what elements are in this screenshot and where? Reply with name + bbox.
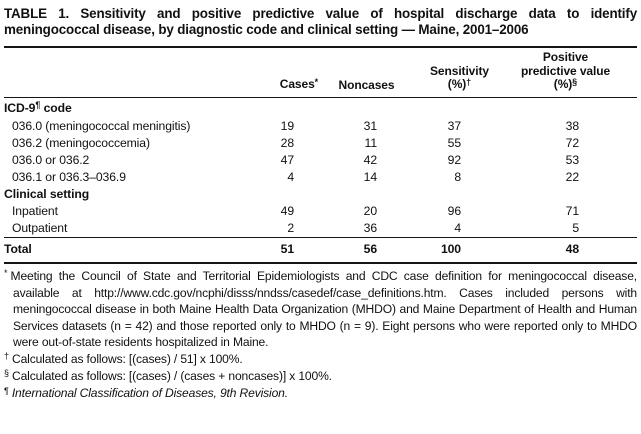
ppv-value: 38 (565, 118, 579, 133)
column-header-sensitivity: Sensitivity (%)† (409, 47, 494, 98)
section-heading-row-icd9: ICD-9¶ code (4, 100, 72, 115)
noncases-value: 14 (363, 169, 377, 184)
sensitivity-value: 37 (447, 118, 461, 133)
row-label: Inpatient (12, 203, 58, 218)
ppv-value: 71 (565, 203, 579, 218)
table-page: TABLE 1. Sensitivity and positive predic… (4, 6, 637, 403)
footnote-icd9: ¶ International Classification of Disease… (4, 385, 637, 402)
table-row: 036.2 (meningococcemia) 28 11 55 72 (4, 135, 637, 152)
table-row: Outpatient 2 36 4 5 (4, 220, 637, 238)
ppv-value: 53 (565, 152, 579, 167)
total-sensitivity-value: 100 (409, 236, 494, 264)
sensitivity-value: 4 (454, 220, 461, 235)
noncases-value: 11 (364, 135, 378, 150)
cases-value: 28 (280, 135, 294, 150)
table-row: 036.0 (meningococcal meningitis) 19 31 3… (4, 118, 637, 135)
footnote-marker-section: § (4, 368, 10, 379)
sensitivity-value: 55 (447, 135, 461, 150)
table-row: 036.1 or 036.3–036.9 4 14 8 22 (4, 169, 637, 186)
footnote-sensitivity-formula: † Calculated as follows: [(cases) / 51] x… (4, 351, 637, 368)
footnote-marker-dagger: † (4, 351, 10, 362)
row-label: 036.0 (meningococcal meningitis) (12, 118, 191, 133)
noncases-value: 42 (363, 152, 377, 167)
sensitivity-value: 8 (454, 169, 461, 184)
noncases-value: 20 (363, 203, 377, 218)
cases-value: 47 (280, 152, 294, 167)
total-label: Total (4, 236, 244, 264)
footnote-case-definition: * Meeting the Council of State and Territ… (4, 268, 637, 351)
footnote-marker-pilcrow: ¶ (4, 385, 9, 396)
total-row: Total 51 56 100 48 (4, 236, 637, 264)
footnote-ppv-formula: § Calculated as follows: [(cases) / (case… (4, 368, 637, 385)
cases-value: 49 (280, 203, 294, 218)
footnote-marker-asterisk: * (4, 268, 8, 278)
ppv-value: 72 (565, 135, 579, 150)
cases-value: 2 (287, 220, 294, 235)
total-cases-value: 51 (244, 236, 324, 264)
row-label: Outpatient (12, 220, 68, 235)
row-label: 036.0 or 036.2 (12, 152, 90, 167)
table-row: 036.0 or 036.2 47 42 92 53 (4, 152, 637, 169)
footnote-marker-section: § (572, 76, 578, 87)
sensitivity-value: 96 (447, 203, 461, 218)
footnote-marker-pilcrow: ¶ (35, 100, 41, 110)
total-noncases-value: 56 (324, 236, 409, 264)
ppv-value: 22 (565, 169, 579, 184)
column-header-ppv: Positive predictive value (%)§ (494, 47, 637, 98)
section-heading-row-clinical-setting: Clinical setting (4, 186, 90, 201)
cases-value: 19 (280, 118, 294, 133)
row-label: 036.2 (meningococcemia) (12, 135, 150, 150)
table-row: Inpatient 49 20 96 71 (4, 203, 637, 220)
total-ppv-value: 48 (494, 236, 637, 264)
footnote-marker-dagger: † (466, 76, 472, 87)
row-label: 036.1 or 036.3–036.9 (12, 169, 126, 184)
footnotes: * Meeting the Council of State and Territ… (4, 268, 637, 403)
discharge-data-table: Cases* Noncases Sensitivity (%)† Positiv… (4, 46, 637, 264)
ppv-value: 5 (572, 220, 579, 235)
table-title: TABLE 1. Sensitivity and positive predic… (4, 6, 637, 37)
footnote-text: Calculated as follows: [(cases) / 51] x … (12, 351, 243, 366)
footnote-text: International Classification of Diseases… (11, 386, 288, 401)
table-header: Cases* Noncases Sensitivity (%)† Positiv… (4, 47, 637, 98)
footnote-text: Calculated as follows: [(cases) / (cases… (12, 368, 332, 383)
column-header-noncases: Noncases (324, 47, 409, 98)
noncases-value: 36 (363, 220, 377, 235)
footnote-text: Meeting the Council of State and Territo… (10, 268, 638, 350)
column-header-cases: Cases* (244, 47, 324, 98)
cases-value: 4 (287, 169, 294, 184)
sensitivity-value: 92 (447, 152, 461, 167)
column-header-empty (4, 47, 244, 98)
noncases-value: 31 (363, 118, 377, 133)
table-body: ICD-9¶ code 036.0 (meningococcal meningi… (4, 97, 637, 264)
footnote-marker-asterisk: * (314, 76, 319, 87)
